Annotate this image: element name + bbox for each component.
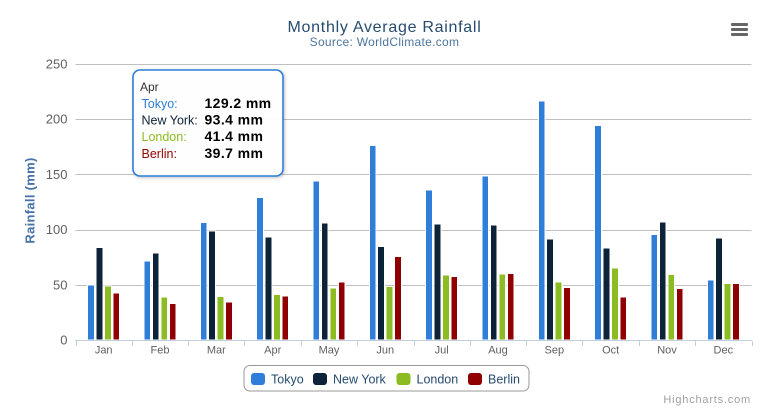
svg-text:150: 150 [46, 167, 68, 182]
svg-text:Source: WorldClimate.com: Source: WorldClimate.com [310, 35, 460, 49]
svg-text:May: May [319, 345, 340, 357]
svg-text:Aug: Aug [488, 345, 508, 357]
svg-text:Jul: Jul [435, 345, 449, 357]
svg-text:Berlin: Berlin [488, 373, 520, 387]
svg-text:Highcharts.com: Highcharts.com [663, 394, 751, 406]
svg-text:250: 250 [46, 56, 68, 71]
svg-text:Jun: Jun [376, 345, 394, 357]
svg-text:New York:: New York: [142, 114, 198, 128]
svg-text:100: 100 [46, 222, 68, 237]
svg-text:London:: London: [142, 130, 187, 144]
svg-text:Nov: Nov [657, 345, 677, 357]
svg-text:Rainfall (mm): Rainfall (mm) [23, 157, 38, 243]
svg-text:39.7 mm: 39.7 mm [205, 145, 264, 161]
svg-text:Oct: Oct [602, 345, 619, 357]
svg-text:41.4 mm: 41.4 mm [205, 128, 264, 144]
svg-text:200: 200 [46, 112, 68, 127]
svg-text:London: London [417, 373, 459, 387]
svg-text:Monthly Average Rainfall: Monthly Average Rainfall [288, 19, 482, 36]
svg-text:Feb: Feb [151, 345, 170, 357]
svg-text:Mar: Mar [207, 345, 226, 357]
svg-text:Apr: Apr [264, 345, 281, 357]
svg-text:Dec: Dec [714, 345, 734, 357]
svg-text:Tokyo: Tokyo [271, 373, 304, 387]
svg-text:93.4 mm: 93.4 mm [205, 112, 264, 128]
svg-text:0: 0 [60, 333, 67, 348]
svg-text:Sep: Sep [545, 345, 565, 357]
svg-text:Tokyo:: Tokyo: [142, 97, 178, 111]
svg-text:Berlin:: Berlin: [142, 147, 177, 161]
svg-text:Apr: Apr [140, 80, 159, 94]
svg-text:New York: New York [333, 373, 387, 387]
svg-text:Jan: Jan [95, 345, 113, 357]
svg-text:50: 50 [53, 277, 67, 292]
svg-text:129.2 mm: 129.2 mm [205, 95, 272, 111]
